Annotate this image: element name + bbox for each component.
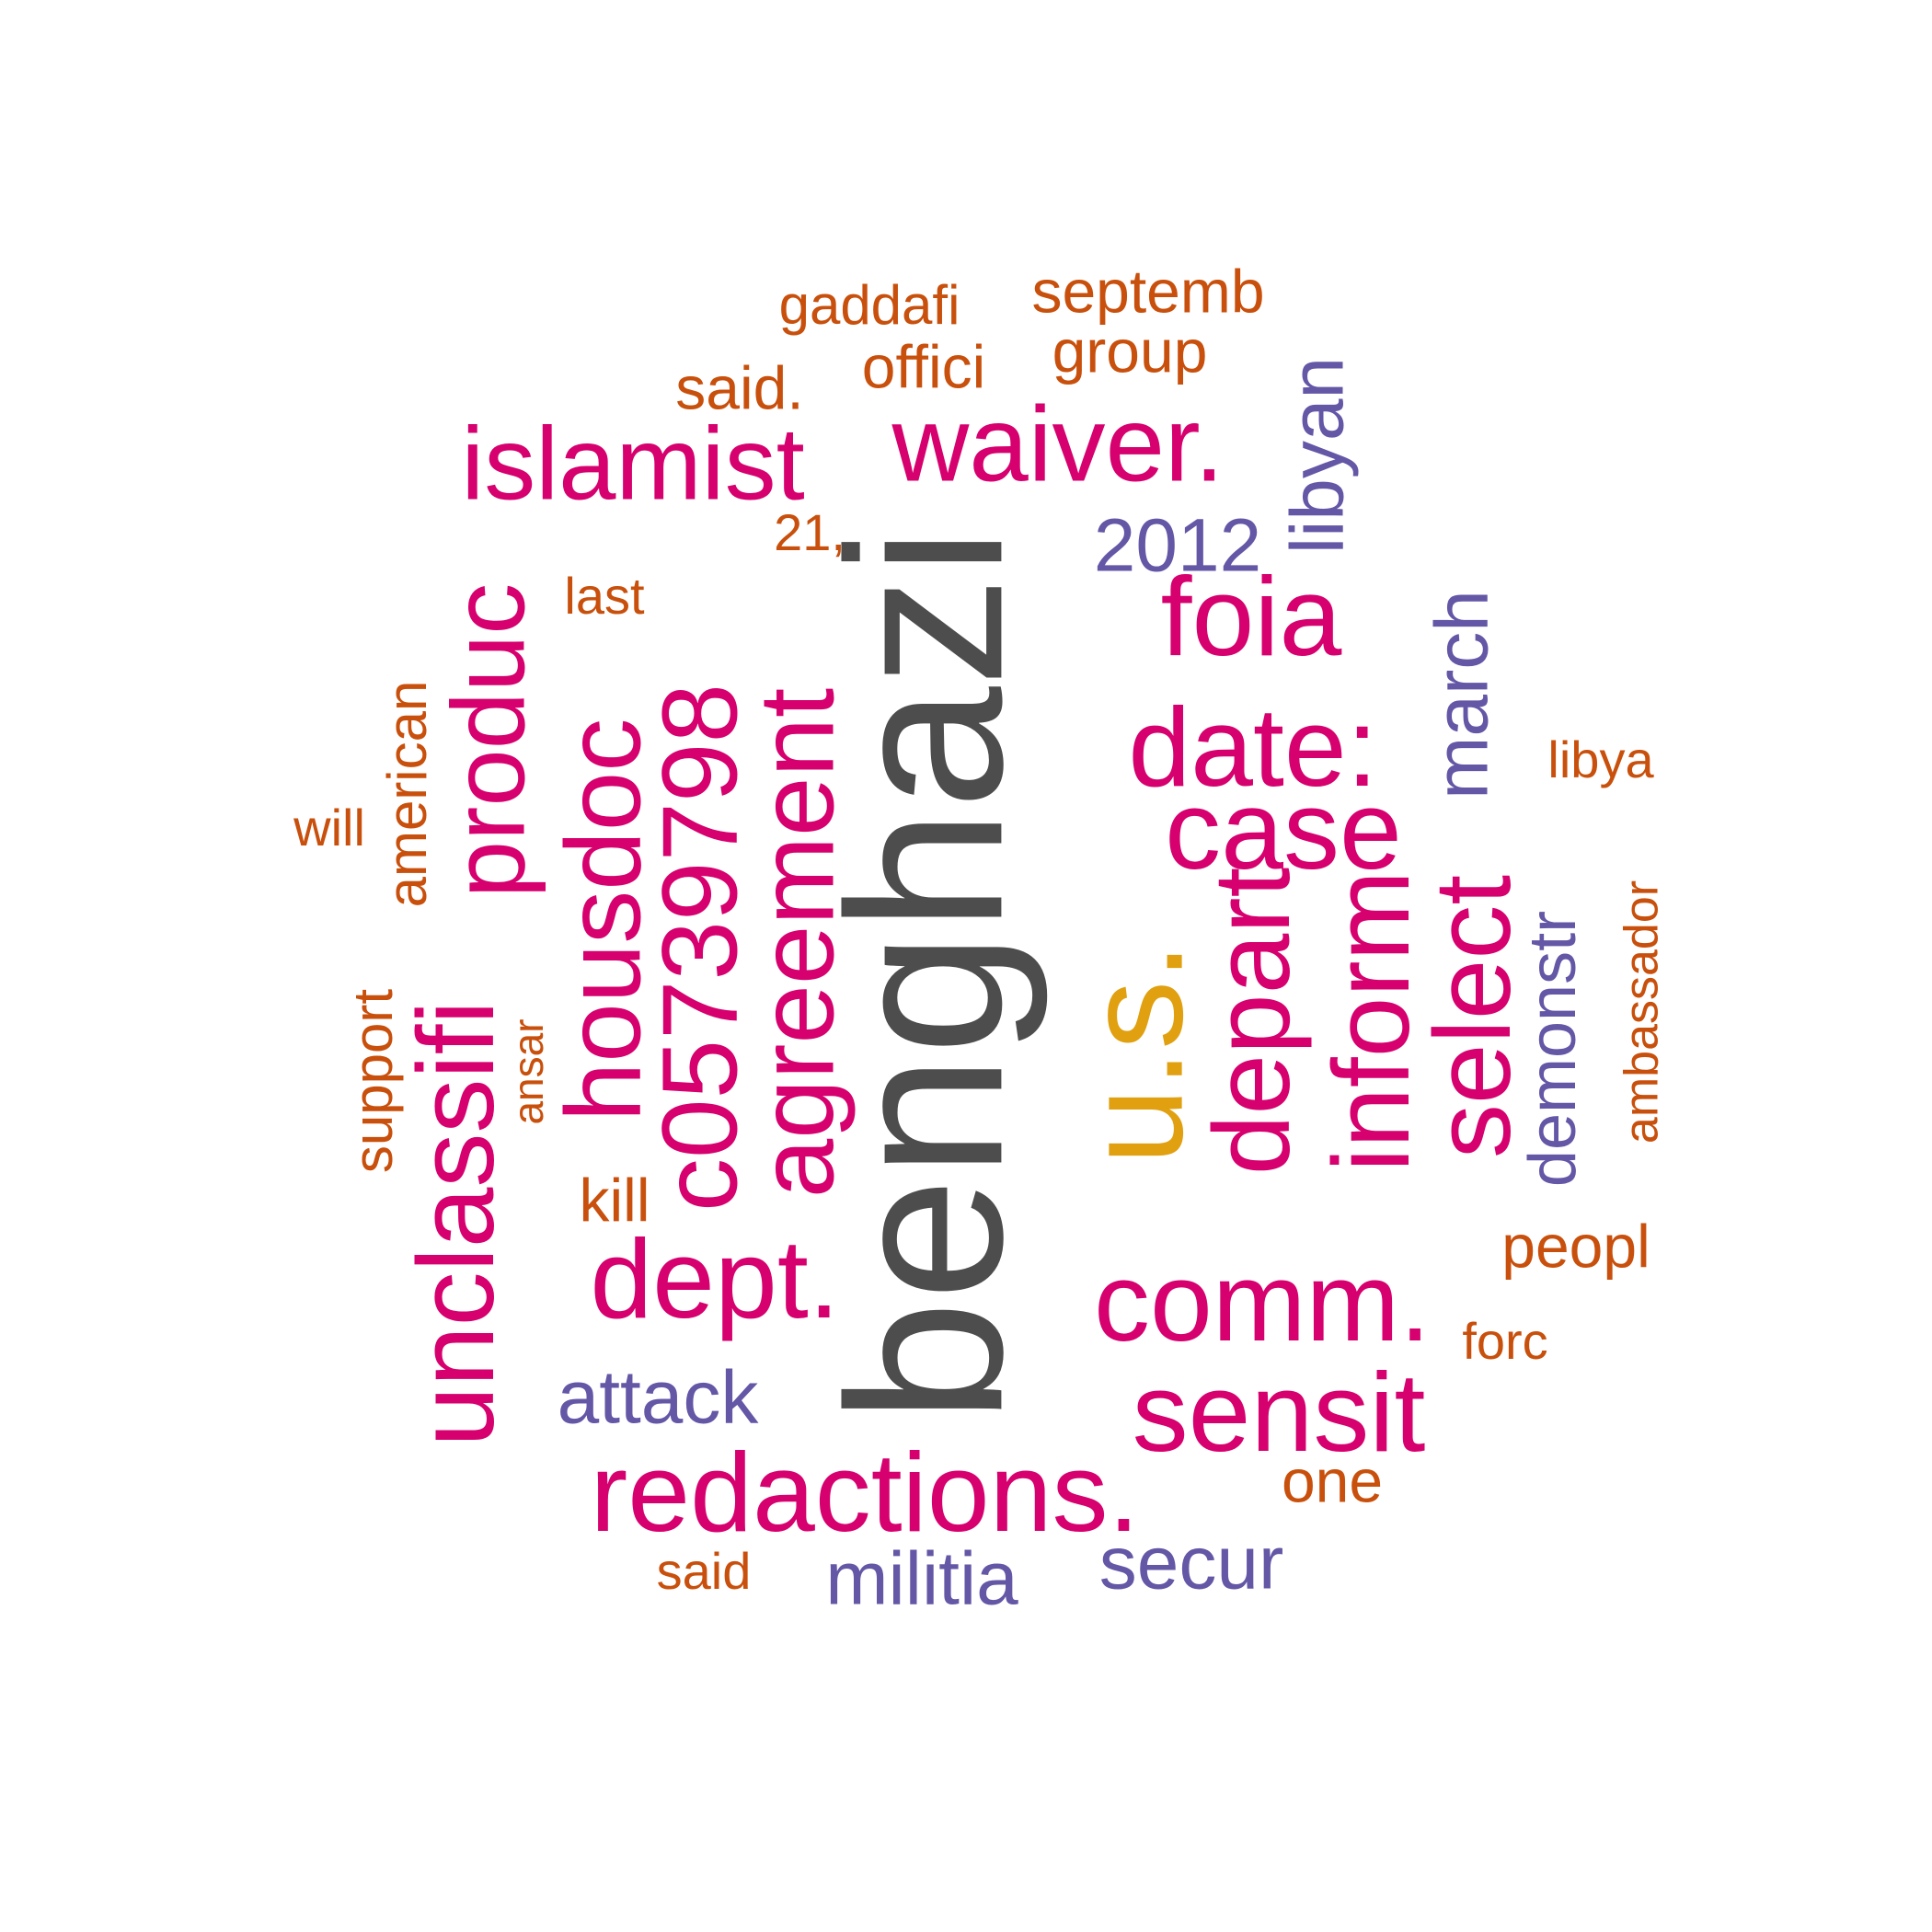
word-foia: foia — [1161, 554, 1342, 679]
word-select: select — [1412, 875, 1534, 1158]
word-peopl: peopl — [1501, 1212, 1650, 1280]
word-last: last — [564, 567, 645, 625]
word-agreement: agreement — [737, 688, 857, 1199]
word-septemb: septemb — [1031, 257, 1264, 325]
word-case: case — [1165, 767, 1402, 892]
word-said: said — [657, 1542, 752, 1600]
word-said-dot: said. — [675, 353, 803, 421]
word-march: march — [1420, 590, 1504, 799]
word-gaddafi: gaddafi — [779, 274, 960, 336]
word-forc: forc — [1462, 1312, 1547, 1370]
word-inform: inform — [1311, 870, 1432, 1172]
word-2012: 2012 — [1094, 504, 1261, 588]
word-islamist: islamist — [461, 407, 804, 522]
word-libyan: libyan — [1276, 357, 1360, 554]
word-militia: militia — [825, 1537, 1018, 1621]
word-benghazi: benghazi — [801, 527, 1048, 1423]
word-c05739798: c05739798 — [640, 684, 760, 1212]
word-unclassifi: unclassifi — [396, 1000, 517, 1446]
word-date: date: — [1128, 684, 1377, 810]
word-attack: attack — [558, 1356, 760, 1440]
word-kill: kill — [580, 1166, 650, 1234]
word-one: one — [1282, 1446, 1383, 1514]
word-sensit: sensit — [1133, 1350, 1426, 1475]
word-secur: secur — [1099, 1522, 1284, 1605]
word-redactions: redactions. — [591, 1430, 1140, 1555]
word-u-s: u.s. — [1057, 942, 1212, 1165]
word-american: american — [376, 681, 438, 908]
word-support: support — [342, 989, 404, 1173]
word-waiver: waiver. — [891, 385, 1224, 504]
word-will: will — [293, 799, 365, 857]
word-ansar: ansar — [504, 1018, 552, 1124]
word-comm: comm. — [1094, 1239, 1431, 1364]
word-housdoc: housdoc — [544, 719, 663, 1122]
word-produc: produc — [431, 583, 546, 898]
word-demonstr: demonstr — [1516, 911, 1590, 1187]
word-ambassador: ambassador — [1616, 880, 1669, 1144]
word-libya: libya — [1547, 730, 1654, 788]
word-group: group — [1052, 316, 1208, 385]
word-offici: offici — [862, 332, 986, 400]
word-depart: depart — [1191, 868, 1313, 1176]
word-dept: dept. — [590, 1216, 839, 1341]
word-21: 21, — [774, 503, 845, 561]
